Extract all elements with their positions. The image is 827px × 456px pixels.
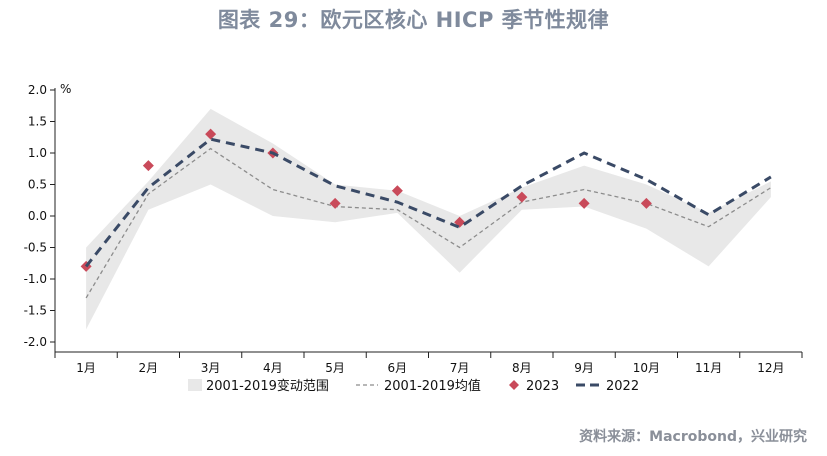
marker-2023 [578, 197, 590, 209]
y-tick-label: 1.5 [28, 115, 47, 129]
x-tick-label: 5月 [325, 361, 345, 375]
x-tick-label: 11月 [695, 361, 722, 375]
x-tick-label: 8月 [512, 361, 532, 375]
y-tick-label: 1.0 [28, 146, 47, 160]
marker-2023 [205, 128, 217, 140]
x-tick-label: 4月 [263, 361, 283, 375]
x-tick-label: 3月 [201, 361, 221, 375]
x-tick-label: 2月 [139, 361, 159, 375]
x-tick-label: 1月 [76, 361, 96, 375]
marker-2023 [640, 197, 652, 209]
legend-swatch-band [188, 379, 202, 391]
y-tick-label: 0.5 [28, 178, 47, 192]
chart-title: 图表 29：欧元区核心 HICP 季节性规律 [217, 8, 610, 32]
y-tick-label: -1.0 [24, 272, 47, 286]
axes: 2.0 1.5 1.0 0.5 0.0 -0.5 -1.0 -1.5 -2.0% 1月 2月 3月 4月… [24, 82, 803, 375]
marker-2023 [516, 191, 528, 203]
y-tick-label: -2.0 [24, 335, 47, 349]
line-2022 [84, 137, 772, 268]
legend: 2001-2019变动范围 2001-2019均值 2023 2022 [188, 378, 639, 394]
legend-label-band: 2001-2019变动范围 [206, 378, 329, 394]
marker-2023 [391, 185, 403, 197]
y-tick-label: 0.0 [28, 209, 47, 223]
x-tick-label: 7月 [450, 361, 470, 375]
x-tick-label: 12月 [757, 361, 784, 375]
y-axis-unit: % [60, 82, 71, 96]
range-band-layer [86, 108, 771, 330]
range-band [86, 108, 771, 330]
series-layer [80, 128, 772, 299]
y-tick-label: -1.5 [24, 304, 47, 318]
legend-label-mean: 2001-2019均值 [384, 378, 481, 394]
x-tick-label: 9月 [574, 361, 594, 375]
source-note: 资料来源：Macrobond，兴业研究 [579, 429, 807, 445]
y-tick-label: 2.0 [28, 83, 47, 97]
y-tick-label: -0.5 [24, 241, 47, 255]
legend-label-2023: 2023 [526, 379, 559, 394]
x-tick-label: 6月 [388, 361, 408, 375]
line-mean [85, 147, 772, 299]
marker-2023 [142, 160, 154, 172]
marker-2023 [329, 197, 341, 209]
legend-label-2022: 2022 [606, 379, 639, 394]
legend-swatch-2023 [509, 380, 519, 390]
x-tick-label: 10月 [633, 361, 660, 375]
